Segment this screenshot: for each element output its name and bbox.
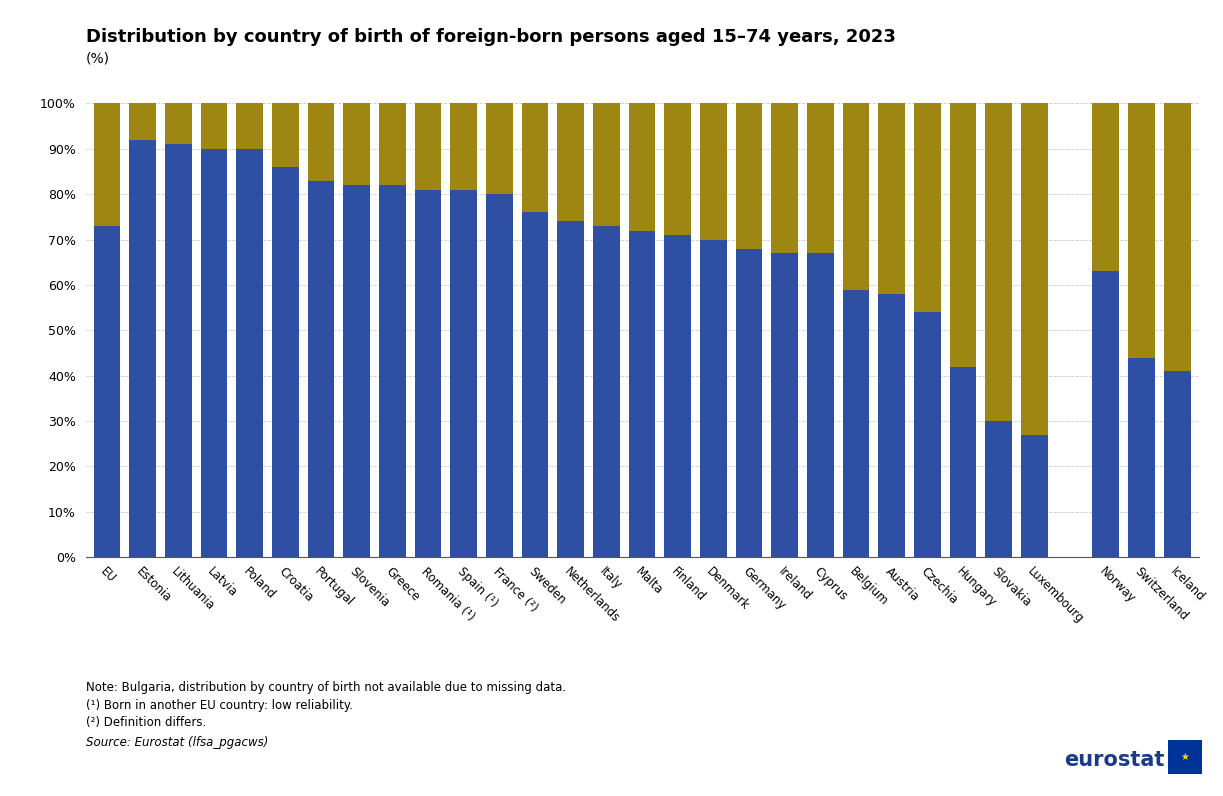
Bar	[700, 240, 726, 557]
Bar	[629, 231, 656, 557]
Bar	[415, 103, 442, 189]
Bar	[700, 103, 726, 240]
Bar	[486, 194, 512, 557]
Bar	[379, 103, 406, 185]
Bar	[878, 103, 905, 294]
Bar	[843, 290, 870, 557]
Bar	[1021, 103, 1048, 435]
Bar	[415, 189, 442, 557]
Bar	[986, 103, 1013, 421]
Bar	[914, 103, 940, 312]
Bar	[807, 253, 834, 557]
Bar	[308, 103, 334, 181]
Text: ★: ★	[1180, 752, 1190, 762]
Bar	[629, 103, 656, 231]
Bar	[94, 103, 120, 226]
Bar	[486, 103, 512, 194]
Bar	[201, 103, 227, 149]
Bar	[522, 103, 548, 213]
Text: (²) Definition differs.: (²) Definition differs.	[86, 716, 205, 729]
Text: Source: Eurostat (lfsa_pgacws): Source: Eurostat (lfsa_pgacws)	[86, 736, 268, 749]
Bar	[272, 167, 298, 557]
Bar	[308, 181, 334, 557]
Bar	[664, 235, 691, 557]
Bar	[772, 253, 799, 557]
Bar	[450, 189, 477, 557]
Bar	[1092, 271, 1119, 557]
Bar	[344, 103, 371, 185]
Bar	[165, 103, 192, 144]
Bar	[130, 103, 157, 140]
Bar	[914, 312, 940, 557]
Bar	[558, 103, 585, 221]
Bar	[950, 103, 976, 367]
Bar	[843, 103, 870, 290]
Bar	[1021, 435, 1048, 557]
Bar	[201, 149, 227, 557]
Bar	[593, 103, 620, 226]
Bar	[1128, 357, 1155, 557]
Bar	[522, 213, 548, 557]
Text: (¹) Born in another EU country: low reliability.: (¹) Born in another EU country: low reli…	[86, 699, 352, 712]
Bar	[736, 248, 762, 557]
Bar	[986, 421, 1013, 557]
Bar	[272, 103, 298, 167]
Bar	[736, 103, 762, 248]
Bar	[379, 185, 406, 557]
Bar	[344, 185, 371, 557]
Bar	[130, 140, 157, 557]
Bar	[1164, 103, 1190, 371]
Text: (%): (%)	[86, 52, 110, 66]
Text: Distribution by country of birth of foreign-born persons aged 15–74 years, 2023: Distribution by country of birth of fore…	[86, 28, 895, 46]
Bar	[950, 367, 976, 557]
Bar	[878, 294, 905, 557]
Bar	[1128, 103, 1155, 357]
Bar	[94, 226, 120, 557]
Bar	[772, 103, 799, 253]
Text: Note: Bulgaria, distribution by country of birth not available due to missing da: Note: Bulgaria, distribution by country …	[86, 681, 566, 693]
Bar	[236, 103, 263, 149]
Bar	[558, 221, 585, 557]
Bar	[1164, 371, 1190, 557]
Bar	[664, 103, 691, 235]
Bar	[1092, 103, 1119, 271]
Bar	[807, 103, 834, 253]
Bar	[593, 226, 620, 557]
Bar	[236, 149, 263, 557]
Text: eurostat: eurostat	[1064, 750, 1164, 770]
Bar	[165, 144, 192, 557]
Bar	[450, 103, 477, 189]
